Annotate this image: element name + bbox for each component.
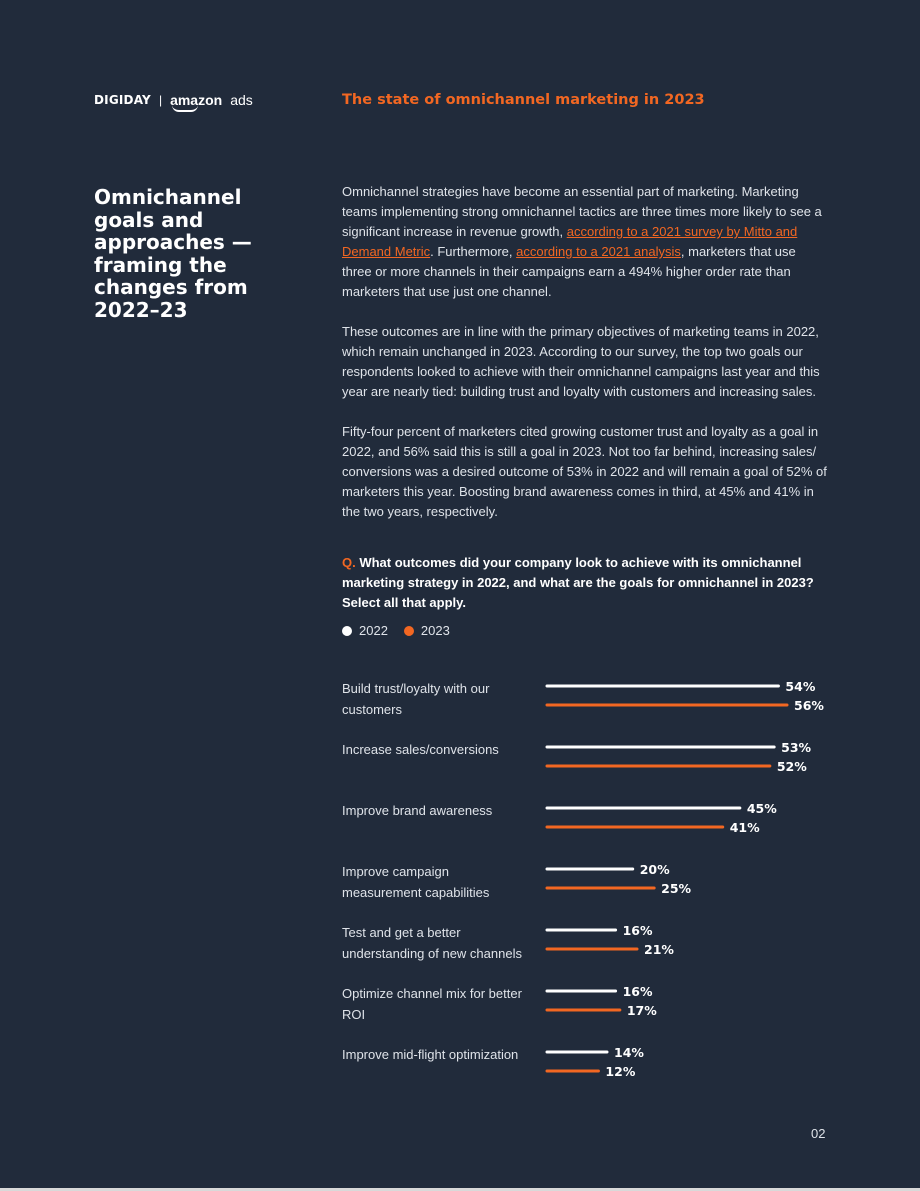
category-label: Test and get a better understanding of n… <box>342 925 522 961</box>
category-label: Improve campaign measurement capabilitie… <box>342 864 490 900</box>
digiday-logo: DIGIDAY <box>94 93 151 107</box>
data-label-2022: 14% <box>614 1045 644 1060</box>
data-label-2022: 20% <box>640 862 670 877</box>
legend-item-2023: 2023 <box>403 623 450 638</box>
data-label-2022: 53% <box>781 740 811 755</box>
paragraph-3: Fifty-four percent of marketers cited gr… <box>342 424 827 519</box>
data-label-2023: 41% <box>730 820 760 835</box>
amazon-smile-icon <box>172 105 199 112</box>
category-label: Build trust/loyalty with our customers <box>342 681 490 717</box>
mitto-survey-link[interactable]: according to a 2021 survey by Mitto and … <box>342 224 798 259</box>
page-header: DIGIDAY | amazon ads The state of omnich… <box>94 92 854 112</box>
question-prefix: Q. <box>342 555 356 570</box>
amazon-wordmark: amazon <box>170 92 223 108</box>
data-label-2023: 52% <box>777 759 807 774</box>
report-title: The state of omnichannel marketing in 20… <box>342 92 705 108</box>
body-text: Omnichannel strategies have become an es… <box>342 182 828 542</box>
legend-dot-2023 <box>403 625 414 636</box>
data-label-2023: 17% <box>627 1003 657 1018</box>
analysis-link[interactable]: according to a 2021 analysis <box>516 244 681 259</box>
category-label: Increase sales/conversions <box>342 742 499 757</box>
chart-legend: 2022 2023 <box>342 623 466 638</box>
data-label-2022: 45% <box>747 801 777 816</box>
question-text: What outcomes did your company look to a… <box>342 555 814 610</box>
legend-item-2022: 2022 <box>342 623 388 638</box>
amazon-logo: amazon <box>170 92 223 112</box>
category-label: Optimize channel mix for better ROI <box>342 986 522 1022</box>
legend-label-2023: 2023 <box>420 623 450 638</box>
category-label: Improve brand awareness <box>342 803 493 818</box>
paragraph-2: These outcomes are in line with the prim… <box>342 324 820 399</box>
legend-label-2022: 2022 <box>359 623 388 638</box>
data-label-2023: 12% <box>605 1064 635 1079</box>
paragraph-1: Omnichannel strategies have become an es… <box>342 182 828 302</box>
page-number: 02 <box>811 1126 826 1141</box>
paragraph-1-text-b: . Furthermore, <box>430 244 517 259</box>
legend-dot-2022 <box>342 625 352 636</box>
data-label-2022: 54% <box>785 679 815 694</box>
brand-separator: | <box>158 93 163 107</box>
section-title: Omnichannel goals and approaches — frami… <box>94 185 252 322</box>
brand-logos: DIGIDAY | amazon ads <box>94 92 253 112</box>
survey-question: Q. What outcomes did your company look t… <box>342 553 828 613</box>
data-label-2023: 21% <box>644 942 674 957</box>
ads-wordmark: ads <box>230 92 253 108</box>
bottom-rule <box>0 1188 920 1191</box>
data-label-2022: 16% <box>623 923 653 938</box>
data-label-2022: 16% <box>623 984 653 999</box>
paragraph-1-text-c: , marketers that use three or more chann… <box>342 244 796 299</box>
data-label-2023: 25% <box>661 881 691 896</box>
paragraph-1-text-a: Omnichannel strategies have become an es… <box>342 184 822 239</box>
data-label-2023: 56% <box>794 698 824 713</box>
category-label: Improve mid-flight optimization <box>342 1047 519 1062</box>
